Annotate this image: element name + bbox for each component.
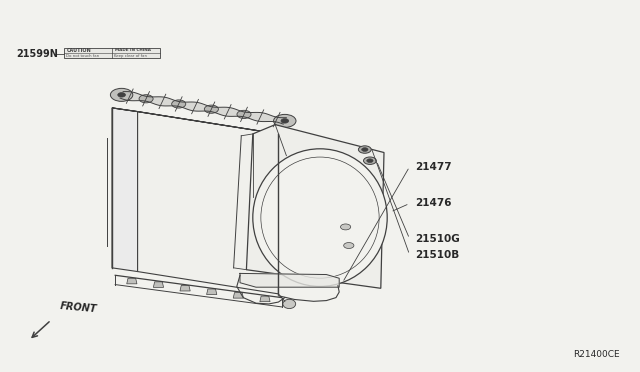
Circle shape	[367, 159, 373, 163]
Polygon shape	[260, 296, 270, 302]
Text: 21599N: 21599N	[16, 49, 58, 58]
Polygon shape	[112, 108, 278, 134]
Polygon shape	[180, 285, 190, 291]
Ellipse shape	[172, 100, 186, 108]
Ellipse shape	[274, 114, 296, 127]
Text: 21477: 21477	[415, 162, 451, 171]
Text: 21510G: 21510G	[415, 234, 460, 244]
Text: R21400CE: R21400CE	[573, 350, 620, 359]
Ellipse shape	[110, 89, 133, 101]
Text: MADE IN CHINA: MADE IN CHINA	[115, 48, 151, 52]
Text: Do not touch fan: Do not touch fan	[66, 54, 99, 58]
Circle shape	[362, 148, 368, 151]
Polygon shape	[246, 125, 384, 288]
Polygon shape	[112, 108, 138, 272]
Ellipse shape	[237, 110, 251, 118]
Polygon shape	[240, 273, 339, 287]
Circle shape	[340, 224, 351, 230]
Polygon shape	[138, 112, 278, 294]
Ellipse shape	[283, 299, 296, 309]
Ellipse shape	[281, 119, 289, 123]
Polygon shape	[127, 278, 137, 284]
Polygon shape	[154, 282, 164, 288]
Text: Keep clear of fan: Keep clear of fan	[114, 54, 147, 58]
Circle shape	[364, 157, 376, 164]
Ellipse shape	[253, 149, 387, 286]
Ellipse shape	[118, 93, 125, 97]
Bar	[64, 48, 160, 58]
Polygon shape	[120, 92, 286, 124]
Ellipse shape	[204, 105, 218, 113]
Circle shape	[358, 146, 371, 153]
Text: 21476: 21476	[415, 199, 451, 208]
Circle shape	[344, 243, 354, 248]
Text: 21510B: 21510B	[415, 250, 459, 260]
Text: FRONT: FRONT	[60, 301, 97, 314]
Polygon shape	[207, 289, 217, 295]
Polygon shape	[233, 292, 243, 298]
Text: CAUTION: CAUTION	[67, 48, 92, 52]
Ellipse shape	[139, 94, 153, 103]
